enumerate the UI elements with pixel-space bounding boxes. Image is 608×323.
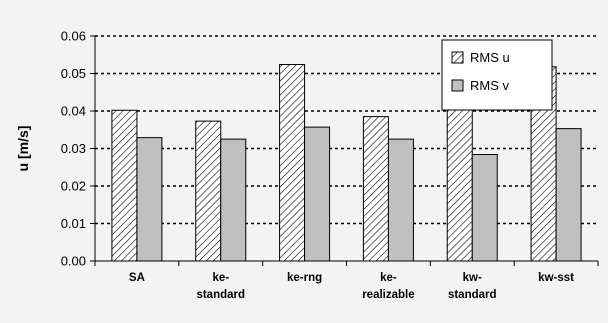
x-category-label: ke-rng (287, 272, 322, 284)
x-category-label: realizable (362, 289, 414, 301)
bars (111, 64, 582, 262)
y-tick-label: 0.02 (61, 179, 86, 194)
legend-swatch (451, 79, 464, 92)
bar-rms-u (446, 105, 473, 262)
legend-label: RMS u (470, 50, 510, 65)
bar-rms-v (555, 128, 582, 262)
legend-label: RMS v (470, 78, 510, 93)
y-tick-label: 0.06 (61, 29, 86, 44)
x-category-label: SA (129, 272, 145, 284)
y-tick-label: 0.03 (61, 141, 86, 156)
bar-rms-v (304, 126, 331, 262)
legend: RMS u RMS v (441, 39, 553, 111)
axis-labels: 0.00 0.01 0.02 0.03 0.04 0.05 0.06 u [m/s] SA ke-… (15, 29, 574, 302)
bar-rms-u (195, 120, 222, 262)
y-tick-label: 0.00 (61, 254, 86, 269)
x-category-label: kw- (463, 272, 482, 284)
x-category-label: kw-sst (538, 272, 574, 284)
x-category-label: ke- (380, 272, 397, 284)
axes (90, 35, 599, 266)
bar-rms-u (279, 64, 306, 262)
x-category-label: standard (448, 289, 497, 301)
y-axis-title: u [m/s] (15, 126, 31, 172)
bar-rms-v (387, 138, 414, 262)
y-tick-label: 0.01 (61, 216, 86, 231)
bar-rms-v (136, 137, 163, 262)
x-category-label: standard (196, 289, 245, 301)
bar-rms-u (362, 116, 389, 262)
bar-rms-v (471, 154, 498, 262)
y-tick-label: 0.05 (61, 66, 86, 81)
y-tick-label: 0.04 (61, 104, 86, 119)
bar-rms-v (220, 138, 247, 262)
legend-swatch (451, 51, 464, 64)
bar-rms-u (111, 109, 138, 262)
x-category-label: ke- (212, 272, 229, 284)
